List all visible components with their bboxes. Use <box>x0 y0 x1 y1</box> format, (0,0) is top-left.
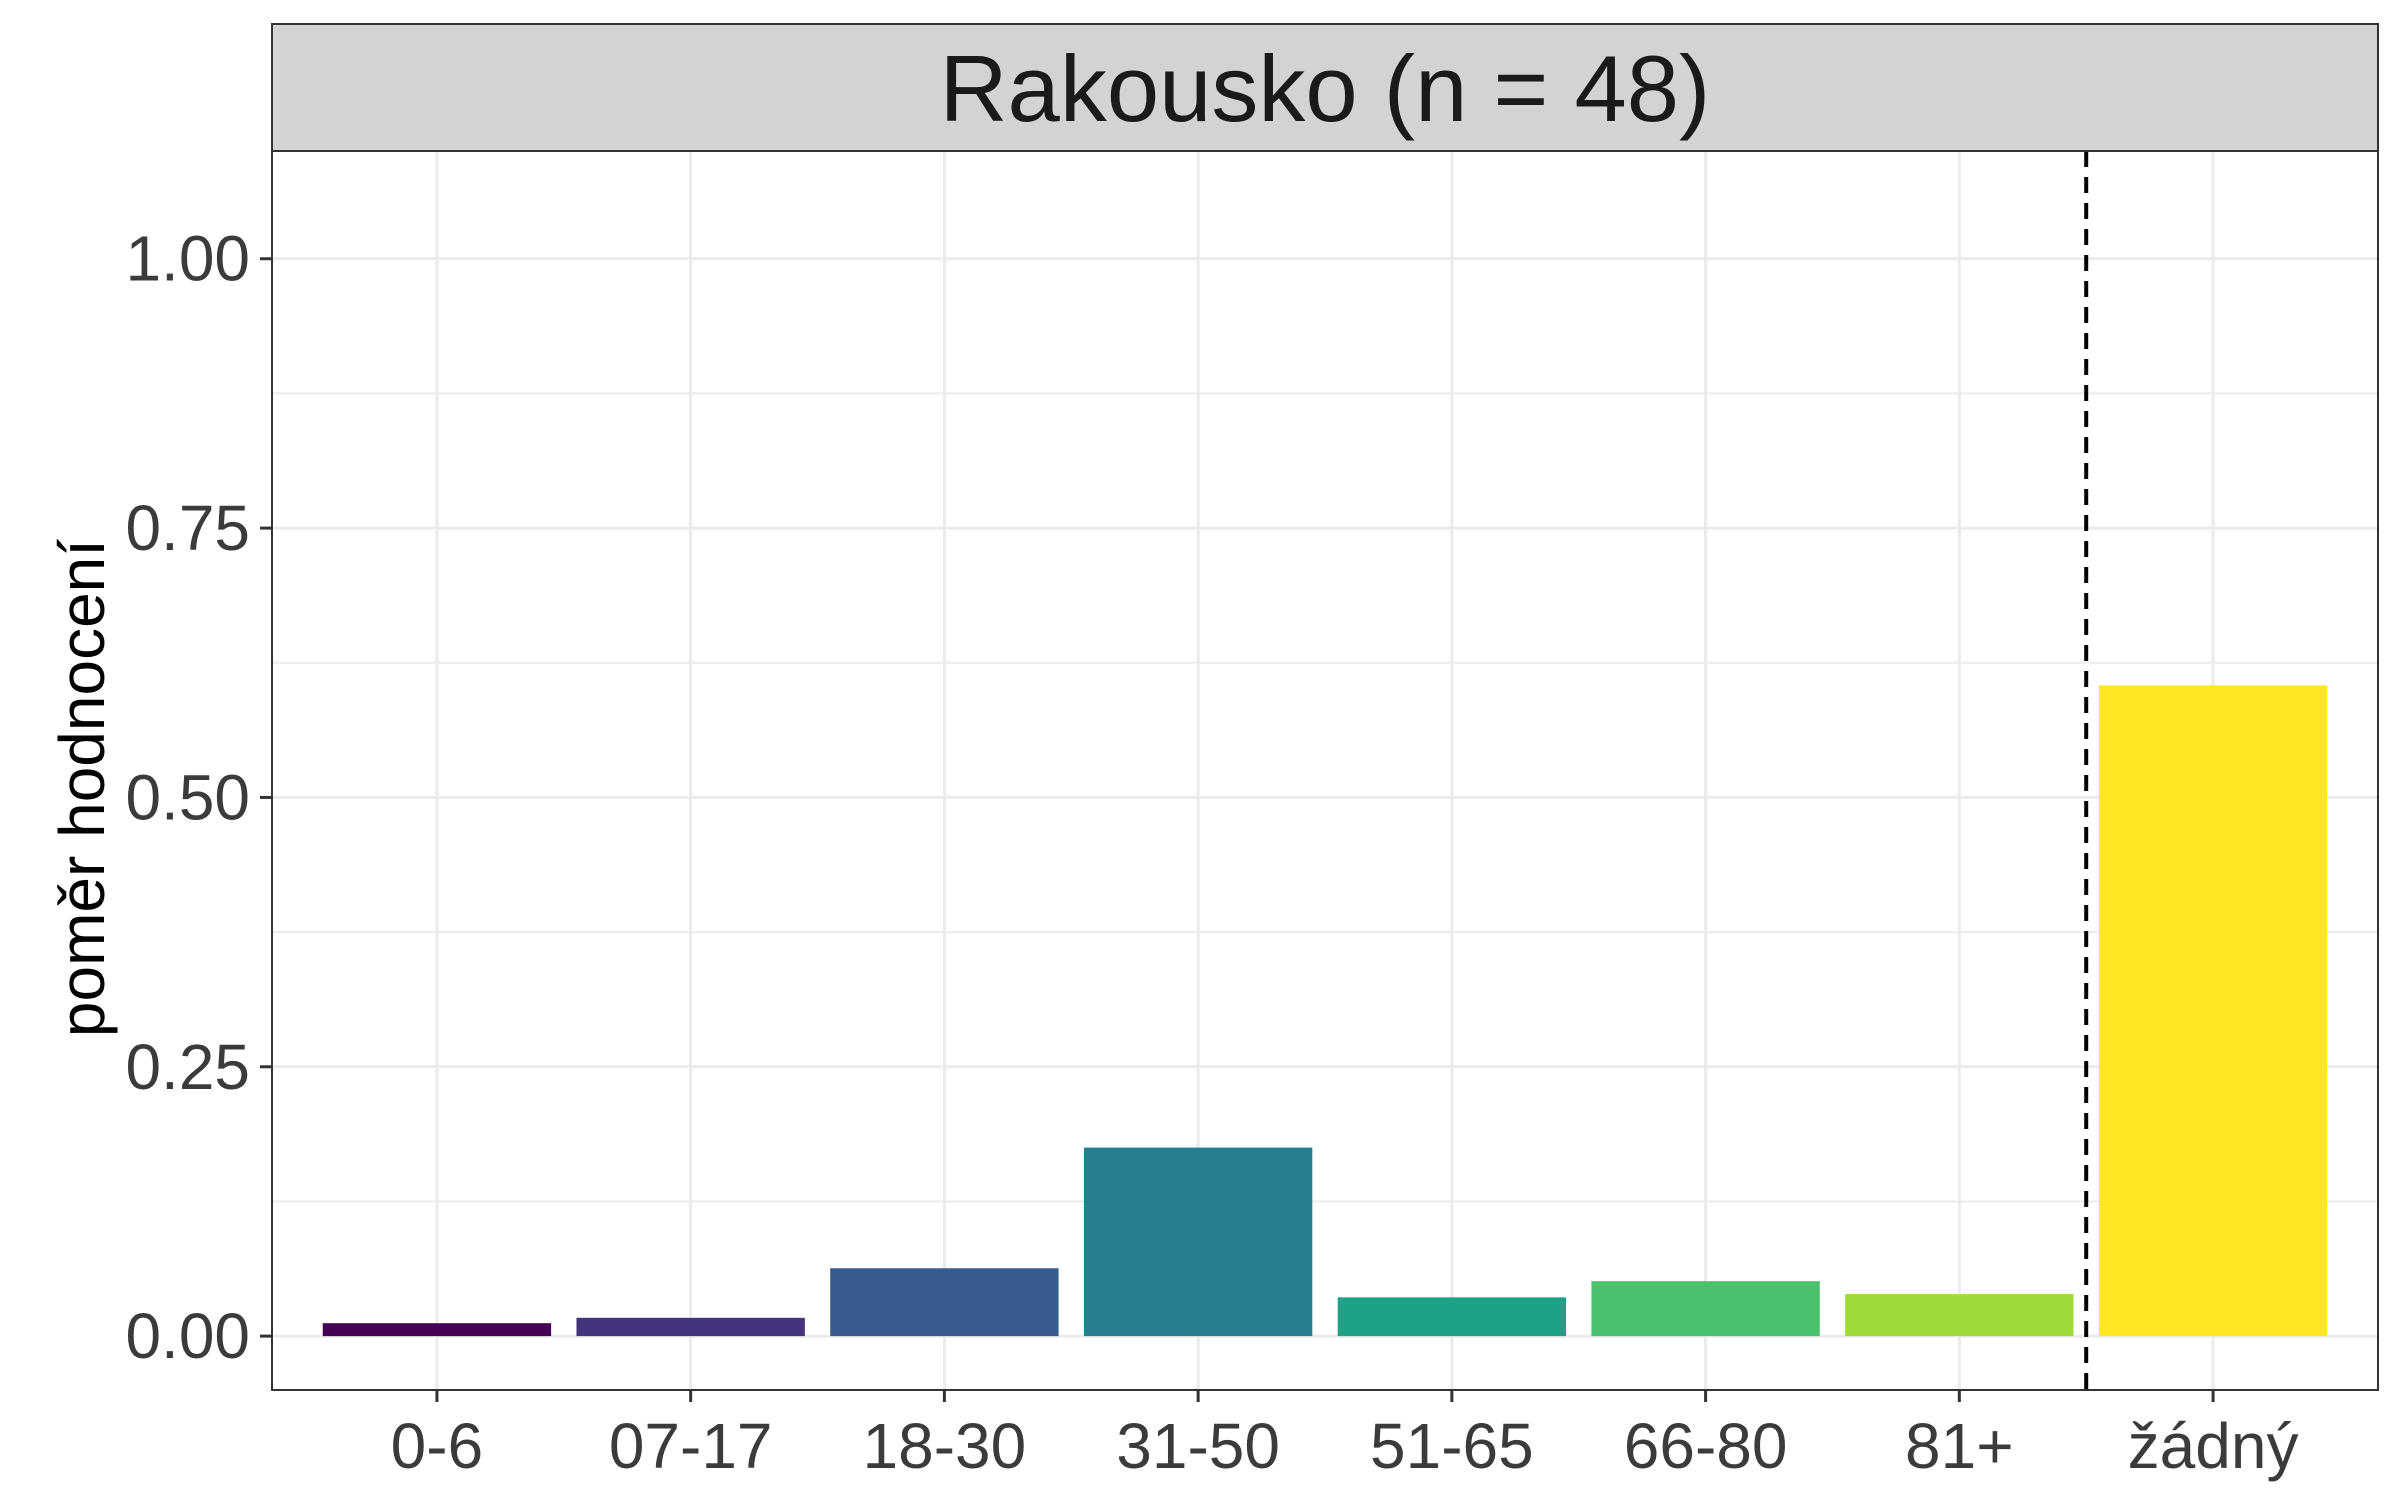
y-tick-label: 0.75 <box>125 492 250 564</box>
y-tick-label: 0.00 <box>125 1300 250 1372</box>
bar-žádný <box>2098 685 2328 1337</box>
x-tick-label: 07-17 <box>609 1410 773 1482</box>
bar-18-30 <box>830 1268 1059 1337</box>
y-tick-label: 0.50 <box>125 761 250 833</box>
bar-07-17 <box>576 1317 805 1337</box>
x-tick-label: 0-6 <box>391 1410 484 1482</box>
x-tick-label: 18-30 <box>863 1410 1027 1482</box>
plot-border <box>271 150 2379 1391</box>
gridlines <box>272 151 2378 1390</box>
axes: 0.00 0.25 0.50 0.75 1.00 0-6 07-17 18-30 31-50 51… <box>125 223 2298 1482</box>
plot-panel <box>272 151 2378 1390</box>
x-tick-label: 66-80 <box>1624 1410 1788 1482</box>
chart-title: Rakousko (n = 48) <box>940 36 1711 141</box>
bar-0-6 <box>322 1323 552 1337</box>
facet-strip <box>271 23 2379 152</box>
bar-31-50 <box>1083 1147 1313 1337</box>
bar-51-65 <box>1337 1297 1567 1337</box>
y-axis-title: poměr hodnocení <box>46 539 118 1037</box>
bars <box>322 685 2328 1337</box>
x-tick-label: 81+ <box>1905 1410 2014 1482</box>
y-tick-label: 1.00 <box>125 223 250 295</box>
y-tick-label: 0.25 <box>125 1031 250 1103</box>
x-tick-label: 51-65 <box>1370 1410 1534 1482</box>
x-tick-label: žádný <box>2128 1410 2299 1482</box>
x-tick-label: 31-50 <box>1116 1410 1280 1482</box>
bar-66-80 <box>1591 1281 1820 1337</box>
bar-81+ <box>1845 1294 2074 1337</box>
